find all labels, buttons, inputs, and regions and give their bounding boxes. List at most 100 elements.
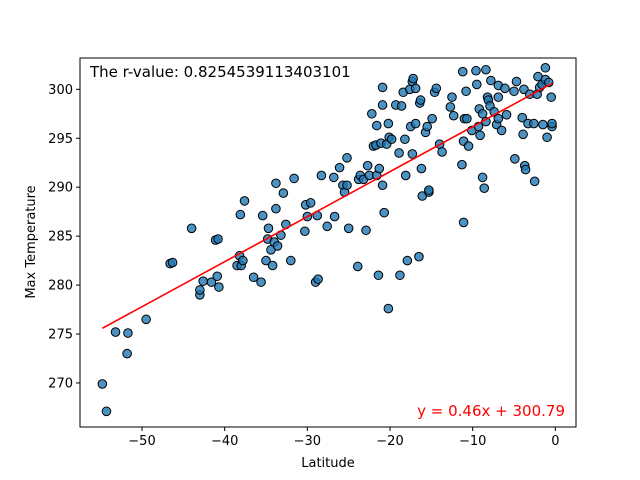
data-point (493, 113, 504, 124)
data-point (437, 147, 447, 157)
data-point (422, 121, 433, 132)
data-point (461, 86, 471, 97)
data-point (122, 348, 132, 359)
y-tick-label: 295 (48, 132, 73, 147)
x-tick-label: −50 (128, 434, 155, 449)
data-point (424, 185, 434, 195)
data-point (509, 86, 519, 97)
data-point (457, 66, 468, 77)
data-point (289, 173, 299, 184)
data-point (383, 118, 394, 129)
x-tick-label: −40 (211, 434, 238, 449)
data-point (214, 282, 224, 292)
data-point (415, 95, 426, 105)
data-point (186, 223, 197, 234)
r-value-annotation: The r-value: 0.8254539113403101 (89, 63, 351, 81)
y-tick-label: 275 (48, 328, 73, 343)
data-point (479, 183, 490, 193)
data-point (305, 198, 316, 208)
regression-line (101, 82, 553, 330)
x-tick-label: −10 (459, 434, 486, 449)
y-axis-label: Max Temperature (24, 185, 39, 298)
y-tick-label: 270 (48, 376, 73, 391)
data-point (431, 83, 442, 94)
data-point (248, 272, 259, 283)
data-point (408, 73, 418, 84)
data-point (520, 164, 531, 175)
data-point (257, 210, 268, 221)
data-point (447, 92, 457, 102)
data-point (547, 118, 557, 129)
data-point (235, 209, 246, 220)
data-point (407, 149, 418, 159)
data-point (477, 108, 488, 119)
regression-equation-annotation: y = 0.46x + 300.79 (417, 402, 565, 420)
data-point (316, 170, 327, 181)
data-point (167, 257, 178, 268)
data-point (328, 172, 339, 183)
data-point (400, 134, 410, 145)
x-axis-ticks: −50 −40 −30 −20 −10 0 (128, 427, 559, 449)
data-point (313, 274, 323, 285)
data-point (97, 379, 108, 389)
data-point (195, 285, 205, 295)
data-point (471, 65, 481, 76)
data-point (278, 188, 289, 198)
y-axis-ticks: 270 275 280 285 290 295 300 (48, 83, 80, 391)
data-point (267, 260, 278, 271)
data-point (256, 277, 266, 287)
data-point (394, 148, 404, 158)
data-point (123, 328, 133, 338)
data-point (416, 163, 427, 174)
x-axis-label: Latitude (301, 456, 355, 471)
data-point (414, 251, 424, 262)
regression-line-layer (101, 82, 553, 330)
data-point (362, 160, 373, 171)
data-point (367, 108, 377, 119)
data-point (272, 241, 283, 251)
data-point (141, 314, 151, 325)
data-point (374, 163, 385, 174)
data-point (445, 102, 456, 112)
data-point (206, 277, 217, 287)
data-point (334, 162, 345, 173)
data-point (511, 76, 522, 87)
data-point (501, 109, 512, 120)
data-point (402, 255, 413, 266)
data-point (329, 211, 340, 222)
data-point (371, 120, 382, 131)
data-point (198, 276, 208, 286)
data-point (400, 170, 411, 181)
plot-area-frame (79, 57, 577, 428)
data-point (500, 83, 510, 94)
data-point (322, 221, 332, 232)
data-point (101, 406, 112, 417)
data-point (546, 92, 557, 102)
data-point (496, 125, 507, 136)
data-point (373, 270, 384, 281)
data-point (377, 100, 388, 110)
x-tick-label: 0 (551, 434, 559, 449)
y-tick-label: 300 (48, 83, 73, 98)
data-point (529, 118, 539, 129)
data-point (462, 113, 472, 124)
data-point (300, 226, 310, 237)
data-point (540, 62, 551, 73)
data-point (410, 83, 421, 94)
data-point (427, 113, 437, 124)
data-point (342, 180, 352, 191)
data-point (377, 82, 388, 93)
x-tick-label: −30 (294, 434, 321, 449)
data-point (386, 134, 397, 145)
data-point (239, 196, 250, 206)
data-point (448, 110, 459, 121)
data-point (472, 79, 482, 90)
data-point (395, 270, 405, 281)
data-point (271, 178, 281, 189)
data-point (458, 217, 469, 228)
data-point (361, 225, 371, 236)
data-point (238, 255, 248, 266)
data-point (352, 261, 363, 272)
data-point (212, 271, 223, 282)
